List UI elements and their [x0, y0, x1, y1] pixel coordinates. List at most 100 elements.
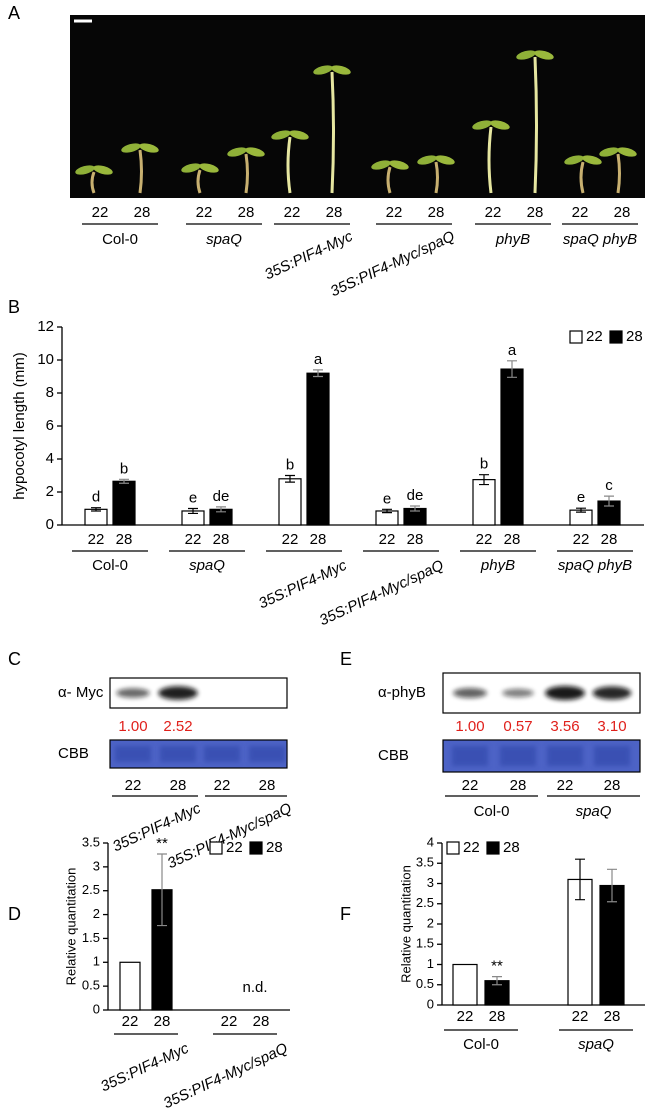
legend-swatch	[486, 841, 500, 855]
temperature-label: 22	[485, 204, 502, 221]
protein-band	[453, 688, 487, 698]
y-tick-label: 10	[37, 351, 54, 368]
genotype-label: Col-0	[102, 231, 138, 248]
significance-label: e	[189, 489, 197, 506]
antibody-label: α- Myc	[58, 684, 104, 701]
temperature-label: 28	[259, 777, 276, 794]
cotyledon	[139, 143, 159, 153]
y-tick-label: 2	[46, 483, 54, 500]
cbb-lane	[160, 746, 196, 762]
legend-label: 28	[503, 839, 520, 856]
temperature-label: 22	[557, 777, 574, 794]
cotyledon	[199, 163, 219, 173]
seedling-stem	[487, 126, 493, 194]
quantitation-value: 0.57	[503, 718, 532, 735]
legend-label: 22	[226, 839, 243, 856]
legend-label: 28	[266, 839, 283, 856]
bar	[119, 961, 141, 1011]
x-tick-label: Col-0	[463, 1036, 499, 1053]
temperature-label: 28	[134, 204, 151, 221]
quantitation-value: 3.10	[597, 718, 626, 735]
seedling-stem	[386, 166, 392, 194]
y-tick-label: 0.5	[82, 978, 100, 993]
error-bar	[575, 858, 585, 901]
protein-band	[502, 688, 534, 698]
cotyledon	[516, 50, 536, 60]
temperature-label: 28	[310, 531, 327, 548]
error-bar	[216, 506, 226, 513]
error-bar	[119, 478, 129, 484]
y-tick-label: 6	[46, 417, 54, 434]
y-tick-label: 3.5	[82, 834, 100, 849]
legend-swatch	[209, 841, 223, 855]
bar	[452, 963, 478, 1006]
genotype-label: phyB	[495, 231, 530, 248]
seedling-stem	[434, 161, 439, 194]
temperature-label: 28	[604, 777, 621, 794]
quantitation-value: 2.52	[163, 718, 192, 735]
y-tick-label: 0	[46, 516, 54, 533]
seedling-stem	[616, 153, 621, 194]
legend-swatch	[249, 841, 263, 855]
cbb-lane	[594, 746, 630, 766]
error-bar	[382, 508, 392, 514]
temperature-label: 28	[614, 204, 631, 221]
temperature-label: 28	[489, 1008, 506, 1025]
genotype-label: spaQ phyB	[563, 231, 637, 248]
significance-label: e	[577, 489, 585, 506]
y-tick-label: 8	[46, 384, 54, 401]
bar	[112, 480, 136, 526]
error-bar	[607, 868, 617, 903]
y-tick-label: 0	[93, 1001, 100, 1016]
y-tick-label: 3	[93, 858, 100, 873]
seedling-stem	[533, 56, 538, 194]
cotyledon	[227, 147, 247, 157]
temperature-label: 22	[284, 204, 301, 221]
error-bar	[507, 360, 517, 378]
temperature-label: 22	[221, 1013, 238, 1030]
temperature-label: 22	[462, 777, 479, 794]
cotyledon	[289, 130, 309, 140]
panel-label: B	[8, 297, 20, 317]
y-tick-label: 0.5	[416, 976, 434, 991]
error-bar	[410, 505, 420, 512]
y-axis-label: Relative quantitation	[63, 868, 78, 986]
cotyledon	[371, 160, 391, 170]
temperature-label: 22	[572, 1008, 589, 1025]
cotyledon	[389, 160, 409, 170]
quantitation-value: 1.00	[455, 718, 484, 735]
cotyledon	[599, 147, 619, 157]
significance-label: b	[120, 460, 128, 477]
y-tick-label: 1.5	[416, 936, 434, 951]
temperature-label: 22	[379, 531, 396, 548]
protein-band	[158, 686, 198, 700]
panel-label: D	[8, 904, 21, 924]
y-axis-label: hypocotyl length (mm)	[11, 352, 28, 500]
temperature-label: 22	[457, 1008, 474, 1025]
panel-label: C	[8, 649, 21, 669]
temperature-label: 22	[125, 777, 142, 794]
loading-label: CBB	[58, 745, 89, 762]
y-axis-label: Relative quantitation	[398, 865, 413, 983]
panel-label: F	[340, 904, 351, 924]
y-tick-label: 3	[427, 875, 434, 890]
cbb-lane	[249, 746, 285, 762]
significance-label: de	[213, 488, 230, 505]
temperature-label: 22	[196, 204, 213, 221]
error-bar	[313, 369, 323, 378]
significance-label: d	[92, 489, 100, 506]
seedling-stem	[90, 171, 96, 194]
y-tick-label: 12	[37, 318, 54, 335]
genotype-label: 35S:PIF4-Myc	[262, 228, 356, 284]
significance-label: a	[508, 342, 517, 359]
bar	[306, 372, 330, 526]
legend-label: 28	[626, 328, 643, 345]
temperature-label: 28	[253, 1013, 270, 1030]
temperature-label: 28	[116, 531, 133, 548]
temperature-label: 22	[572, 204, 589, 221]
temperature-label: 28	[407, 531, 424, 548]
cotyledon	[534, 50, 554, 60]
cotyledon	[435, 155, 455, 165]
panel-label: E	[340, 649, 352, 669]
